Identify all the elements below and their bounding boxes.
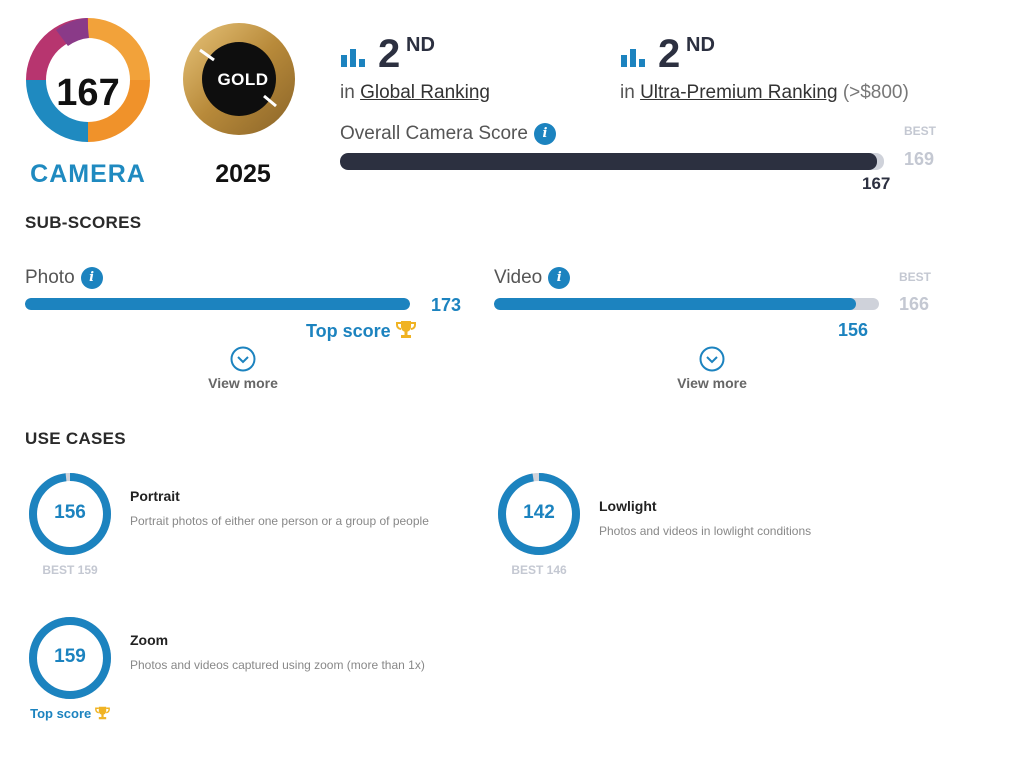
global-rank-line: in Global Ranking <box>340 82 490 104</box>
premium-rank-number: 2 <box>658 32 681 76</box>
global-ranking-link[interactable]: Global Ranking <box>360 82 490 103</box>
ultra-premium-ranking-link[interactable]: Ultra-Premium Ranking <box>640 82 838 103</box>
sub-scores-title: SUB-SCORES <box>25 213 142 232</box>
zoom-desc: Photos and videos captured using zoom (m… <box>130 658 425 672</box>
premium-rank-prefix: in <box>620 82 635 103</box>
ranking-bars-icon <box>621 49 645 67</box>
camera-badge-score: 167 <box>56 72 120 114</box>
overall-title-text: Overall Camera Score <box>340 123 528 145</box>
gold-badge-label: GOLD <box>217 70 269 89</box>
video-subscore-label: Video i <box>494 267 571 289</box>
photo-score-bar <box>25 298 410 310</box>
use-cases-title: USE CASES <box>25 429 126 448</box>
info-icon[interactable]: i <box>533 123 556 145</box>
camera-badge-ring <box>26 18 150 142</box>
video-best-caption: BEST <box>899 270 932 284</box>
video-view-more-button[interactable]: View more <box>652 346 772 391</box>
portrait-desc: Portrait photos of either one person or … <box>130 514 429 528</box>
photo-score-fill <box>25 298 410 310</box>
overall-camera-score-title: Overall Camera Score i <box>340 123 556 145</box>
use-case-portrait: 156 BEST 159 Portrait Portrait photos of… <box>28 472 488 582</box>
photo-label-text: Photo <box>25 267 75 289</box>
chevron-down-icon <box>699 346 725 372</box>
portrait-score-ring <box>29 473 111 555</box>
video-score-fill <box>494 298 856 310</box>
video-score-bar <box>494 298 879 310</box>
chevron-down-icon <box>230 346 256 372</box>
zoom-top-score-text: Top score <box>30 706 92 721</box>
global-rank-ordinal: ND <box>406 34 435 56</box>
photo-subscore-label: Photo i <box>25 267 103 289</box>
lowlight-score: 142 <box>523 502 555 523</box>
portrait-score: 156 <box>54 502 86 523</box>
gold-medal-icon <box>183 23 295 135</box>
use-case-zoom: 159 Top score Zoom Photos and videos cap… <box>28 616 488 726</box>
global-rank-number: 2 <box>378 32 401 76</box>
gold-badge-year: 2025 <box>215 160 271 188</box>
photo-top-score: Top score <box>306 320 416 342</box>
zoom-top-score: Top score <box>18 706 122 721</box>
ranking-bars-icon <box>341 49 365 67</box>
camera-score-badge: 167 CAMERA <box>22 18 154 188</box>
video-view-more-label: View more <box>677 375 747 391</box>
lowlight-desc: Photos and videos in lowlight conditions <box>599 524 812 538</box>
camera-badge-label: CAMERA <box>30 160 146 188</box>
photo-score-value: 173 <box>431 295 462 315</box>
video-best-value: 166 <box>899 294 930 314</box>
photo-top-score-text: Top score <box>306 321 391 341</box>
overall-score-value: 167 <box>862 174 891 193</box>
gold-label-badge: GOLD 2025 <box>178 18 308 188</box>
trophy-icon <box>95 706 110 720</box>
lowlight-score-ring <box>498 473 580 555</box>
info-icon[interactable]: i <box>80 267 103 289</box>
video-score-value: 156 <box>838 320 869 340</box>
zoom-score: 159 <box>54 646 86 667</box>
overall-best-value: 169 <box>904 149 935 169</box>
overall-score-bar <box>340 153 884 170</box>
use-case-lowlight: 142 BEST 146 Lowlight Photos and videos … <box>497 472 957 582</box>
global-rank-prefix: in <box>340 82 355 103</box>
zoom-score-ring <box>29 617 111 699</box>
zoom-name: Zoom <box>130 632 169 648</box>
premium-rank-ordinal: ND <box>686 34 715 56</box>
portrait-best: BEST 159 <box>42 563 98 577</box>
info-icon[interactable]: i <box>548 267 571 289</box>
photo-view-more-button[interactable]: View more <box>183 346 303 391</box>
lowlight-name: Lowlight <box>599 498 657 514</box>
video-label-text: Video <box>494 267 543 289</box>
lowlight-best: BEST 146 <box>511 563 567 577</box>
trophy-icon <box>395 321 416 338</box>
overall-score-fill <box>340 153 878 170</box>
overall-best-caption: BEST <box>904 124 937 138</box>
price-range: (>$800) <box>842 82 909 103</box>
photo-view-more-label: View more <box>208 375 278 391</box>
premium-rank-line: in Ultra-Premium Ranking (>$800) <box>620 82 909 104</box>
portrait-name: Portrait <box>130 488 180 504</box>
